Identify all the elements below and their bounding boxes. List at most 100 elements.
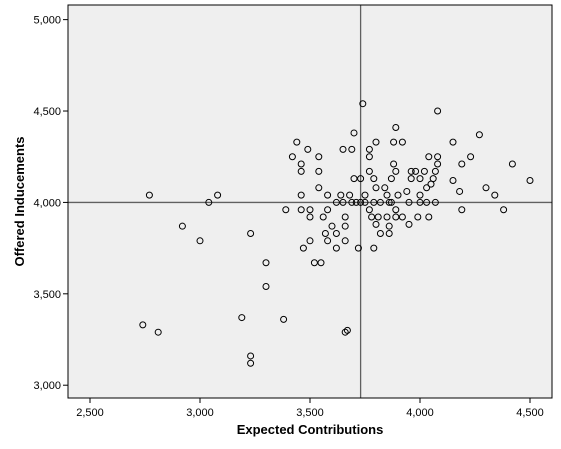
data-point [348, 198, 356, 206]
data-point [343, 326, 351, 334]
data-point [434, 107, 442, 115]
data-point [394, 191, 402, 199]
x-tick-label: 4,500 [516, 407, 544, 419]
data-point [416, 198, 424, 206]
data-point [178, 222, 186, 230]
data-point [385, 222, 393, 230]
data-point [310, 259, 318, 267]
data-point [449, 176, 457, 184]
data-point [341, 213, 349, 221]
data-point [365, 153, 373, 161]
data-point [475, 131, 483, 139]
data-point [339, 198, 347, 206]
data-point [306, 206, 314, 214]
data-point [238, 314, 246, 322]
data-point [431, 198, 439, 206]
data-point [324, 206, 332, 214]
data-point [390, 160, 398, 168]
x-tick-label: 4,000 [406, 407, 434, 419]
data-point [482, 184, 490, 192]
data-point [387, 198, 395, 206]
data-point [508, 160, 516, 168]
data-point [376, 229, 384, 237]
data-point [315, 153, 323, 161]
data-point [365, 145, 373, 153]
data-point [385, 229, 393, 237]
y-tick-label: 3,500 [33, 289, 61, 301]
data-point [262, 259, 270, 267]
y-tick-label: 3,000 [33, 380, 61, 392]
data-point [341, 328, 349, 336]
data-point [332, 198, 340, 206]
data-point [390, 138, 398, 146]
data-point [420, 167, 428, 175]
data-point [365, 206, 373, 214]
y-tick-label: 5,000 [33, 15, 61, 27]
data-point [407, 175, 415, 183]
data-point [392, 213, 400, 221]
data-point [392, 167, 400, 175]
data-point [328, 222, 336, 230]
y-axis: 3,000 3,500 4,000 4,500 5,000 [33, 15, 68, 392]
data-point [280, 315, 288, 323]
y-tick-label: 4,000 [33, 197, 61, 209]
data-point [304, 145, 312, 153]
data-point [425, 153, 433, 161]
data-point [332, 244, 340, 252]
data-point [357, 198, 365, 206]
data-point [381, 184, 389, 192]
data-point [458, 206, 466, 214]
data-point [299, 244, 307, 252]
data-point [297, 167, 305, 175]
data-point [205, 198, 213, 206]
data-point [416, 191, 424, 199]
x-tick-label: 3,500 [296, 407, 324, 419]
data-point [297, 206, 305, 214]
y-axis-title: Offered Inducements [12, 136, 27, 266]
data-point [467, 153, 475, 161]
data-point [317, 259, 325, 267]
data-point [247, 229, 255, 237]
data-point [405, 198, 413, 206]
data-point [458, 160, 466, 168]
data-point [337, 191, 345, 199]
data-point [282, 206, 290, 214]
plot-area [68, 5, 552, 398]
data-point [385, 198, 393, 206]
data-point [350, 129, 358, 137]
data-point [354, 244, 362, 252]
data-point [370, 244, 378, 252]
data-point [365, 167, 373, 175]
data-point [196, 237, 204, 245]
data-point [145, 191, 153, 199]
y-tick-label: 4,500 [33, 106, 61, 118]
data-point [357, 175, 365, 183]
data-point [346, 191, 354, 199]
data-point [315, 167, 323, 175]
data-point [376, 198, 384, 206]
data-point [339, 145, 347, 153]
data-points [139, 100, 534, 367]
data-point [315, 184, 323, 192]
data-point [423, 184, 431, 192]
data-point [392, 206, 400, 214]
x-tick-label: 2,500 [76, 407, 104, 419]
data-point [372, 184, 380, 192]
data-point [306, 213, 314, 221]
data-point [139, 321, 147, 329]
data-point [414, 213, 422, 221]
reference-lines [68, 5, 552, 398]
data-point [341, 222, 349, 230]
data-point [429, 175, 437, 183]
data-point [359, 100, 367, 108]
data-point [383, 213, 391, 221]
data-point [370, 198, 378, 206]
data-point [332, 229, 340, 237]
data-point [361, 198, 369, 206]
data-point [412, 167, 420, 175]
data-point [403, 187, 411, 195]
data-point [526, 176, 534, 184]
data-point [154, 328, 162, 336]
data-point [306, 237, 314, 245]
